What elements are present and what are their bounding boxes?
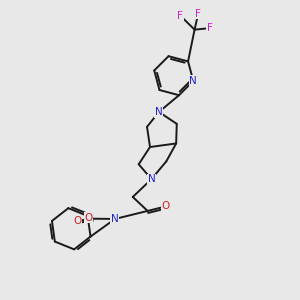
Text: O: O <box>73 216 81 226</box>
Text: O: O <box>84 212 93 223</box>
Text: F: F <box>207 23 213 33</box>
Text: O: O <box>161 202 169 212</box>
Text: F: F <box>177 11 183 21</box>
Text: N: N <box>111 214 119 224</box>
Text: N: N <box>155 107 163 117</box>
Text: F: F <box>195 9 201 19</box>
Text: N: N <box>148 174 155 184</box>
Text: N: N <box>189 76 197 86</box>
